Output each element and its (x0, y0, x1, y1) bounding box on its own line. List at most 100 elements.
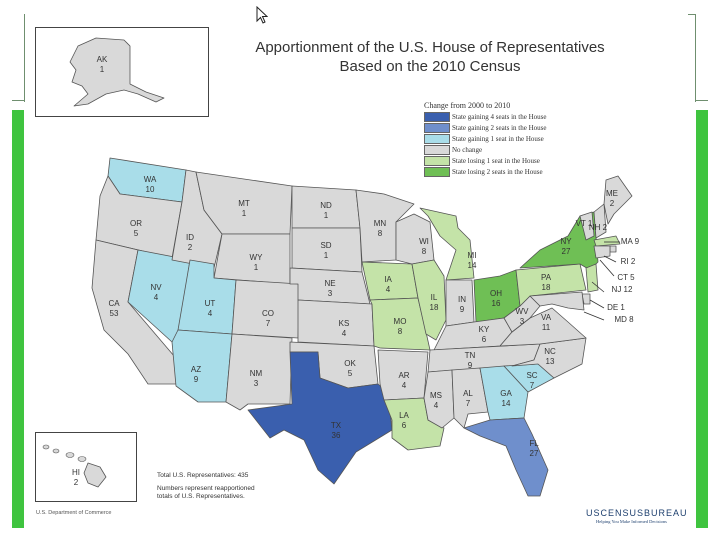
label-TX-seats: 36 (332, 431, 341, 440)
alaska-inset: AK 1 (35, 27, 209, 117)
department-of-commerce: U.S. Department of Commerce (36, 510, 112, 516)
label-OH-abbr: OH (490, 289, 502, 298)
label-CA-seats: 53 (110, 309, 119, 318)
label-GA-seats: 14 (502, 399, 511, 408)
label-IN-seats: 9 (460, 305, 465, 314)
legend-label: No change (452, 145, 483, 154)
label-FL-seats: 27 (530, 449, 539, 458)
label-PA-abbr: PA (541, 273, 552, 282)
label-IL-abbr: IL (431, 293, 438, 302)
legend-swatch (424, 144, 450, 155)
state-VT (579, 211, 595, 241)
label-GA-abbr: GA (500, 389, 512, 398)
state-AK (69, 37, 165, 107)
state-CT (593, 245, 611, 259)
label-OR-seats: 5 (134, 229, 139, 238)
state-FL (463, 417, 549, 497)
legend-item: State losing 1 seat in the House (424, 155, 540, 166)
label-MI-seats: 14 (468, 261, 477, 270)
legend-label: State losing 2 seats in the House (452, 167, 543, 176)
legend-title: Change from 2000 to 2010 (424, 101, 511, 110)
legend-swatch (424, 133, 450, 144)
label-AL-abbr: AL (463, 389, 473, 398)
label-NM-abbr: NM (250, 369, 263, 378)
frame-tick-tl (12, 100, 24, 101)
label-OK-seats: 5 (348, 369, 353, 378)
frame-line-left (24, 14, 25, 102)
right-green-bar (696, 110, 708, 528)
legend-item: State gaining 1 seat in the House (424, 133, 544, 144)
legend-swatch (424, 122, 450, 133)
label-UT-seats: 4 (208, 309, 213, 318)
label-OH-seats: 16 (492, 299, 501, 308)
hawaii-inset: HI 2 (35, 432, 137, 502)
label-CT: CT 5 (617, 273, 635, 282)
label-VA-seats: 11 (542, 323, 551, 332)
label-ND-seats: 1 (324, 211, 329, 220)
label-CO-abbr: CO (262, 309, 274, 318)
label-KY-seats: 6 (482, 335, 487, 344)
label-MT-seats: 1 (242, 209, 247, 218)
frame-line-right (695, 14, 696, 102)
label-SC-abbr: SC (526, 371, 537, 380)
label-LA-abbr: LA (399, 411, 409, 420)
frame-tick-tr (696, 100, 708, 101)
label-MO-seats: 8 (398, 327, 403, 336)
label-AL-seats: 7 (466, 399, 471, 408)
label-NY-seats: 27 (562, 247, 571, 256)
label-WI-abbr: WI (419, 237, 429, 246)
label-IA-abbr: IA (384, 275, 392, 284)
legend-item: No change (424, 144, 482, 155)
numbers-note-line2: totals of U.S. Representatives. (157, 493, 245, 500)
label-SD-seats: 1 (324, 251, 329, 260)
label-NY-abbr: NY (560, 237, 572, 246)
label-NE-seats: 3 (328, 289, 333, 298)
label-IL-seats: 18 (430, 303, 439, 312)
label-NM-seats: 3 (254, 379, 259, 388)
legend-swatch (424, 166, 450, 177)
label-WY-seats: 1 (254, 263, 259, 272)
label-NH: NH 2 (589, 223, 608, 232)
state-IL (411, 259, 447, 341)
map-title-line1: Apportionment of the U.S. House of Repre… (255, 39, 605, 56)
label-NC-abbr: NC (544, 347, 556, 356)
state-TX (247, 351, 393, 485)
left-green-bar (12, 110, 24, 528)
label-WY-abbr: WY (250, 253, 264, 262)
legend-item: State gaining 4 seats in the House (424, 111, 546, 122)
state-NC (511, 337, 587, 379)
label-TX-abbr: TX (331, 421, 342, 430)
label-MN-seats: 8 (378, 229, 383, 238)
label-SC-seats: 7 (530, 381, 535, 390)
label-OR-abbr: OR (130, 219, 142, 228)
label-ME-seats: 2 (610, 199, 615, 208)
label-CA-abbr: CA (108, 299, 120, 308)
numbers-note-line1: Numbers represent reapportioned (157, 485, 255, 492)
frame-tick-tr2 (688, 14, 696, 15)
label-NJ: NJ 12 (612, 285, 633, 294)
label-ME-abbr: ME (606, 189, 618, 198)
legend-swatch (424, 111, 450, 122)
label-NV-seats: 4 (154, 293, 159, 302)
label-HI-abbr: HI (72, 468, 80, 477)
legend-label: State gaining 4 seats in the House (452, 112, 547, 121)
label-MA: MA 9 (621, 237, 640, 246)
label-AK-abbr: AK (97, 55, 108, 64)
state-KS (297, 299, 375, 347)
legend-label: State losing 1 seat in the House (452, 156, 540, 165)
label-MO-abbr: MO (394, 317, 407, 326)
label-HI-seats: 2 (74, 478, 79, 487)
legend-label: State gaining 1 seat in the House (452, 134, 544, 143)
label-CO-seats: 7 (266, 319, 271, 328)
label-IA-seats: 4 (386, 285, 391, 294)
label-MD: MD 8 (614, 315, 634, 324)
census-bureau-logo: USCENSUSBUREAU (586, 508, 688, 518)
legend-label: State gaining 2 seats in the House (452, 123, 547, 132)
label-WI-seats: 8 (422, 247, 427, 256)
label-NE-abbr: NE (324, 279, 335, 288)
label-AZ-abbr: AZ (191, 365, 201, 374)
label-AK-seats: 1 (100, 65, 105, 74)
state-RI (609, 245, 617, 253)
label-TN-seats: 9 (468, 361, 473, 370)
label-ID-abbr: ID (186, 233, 194, 242)
